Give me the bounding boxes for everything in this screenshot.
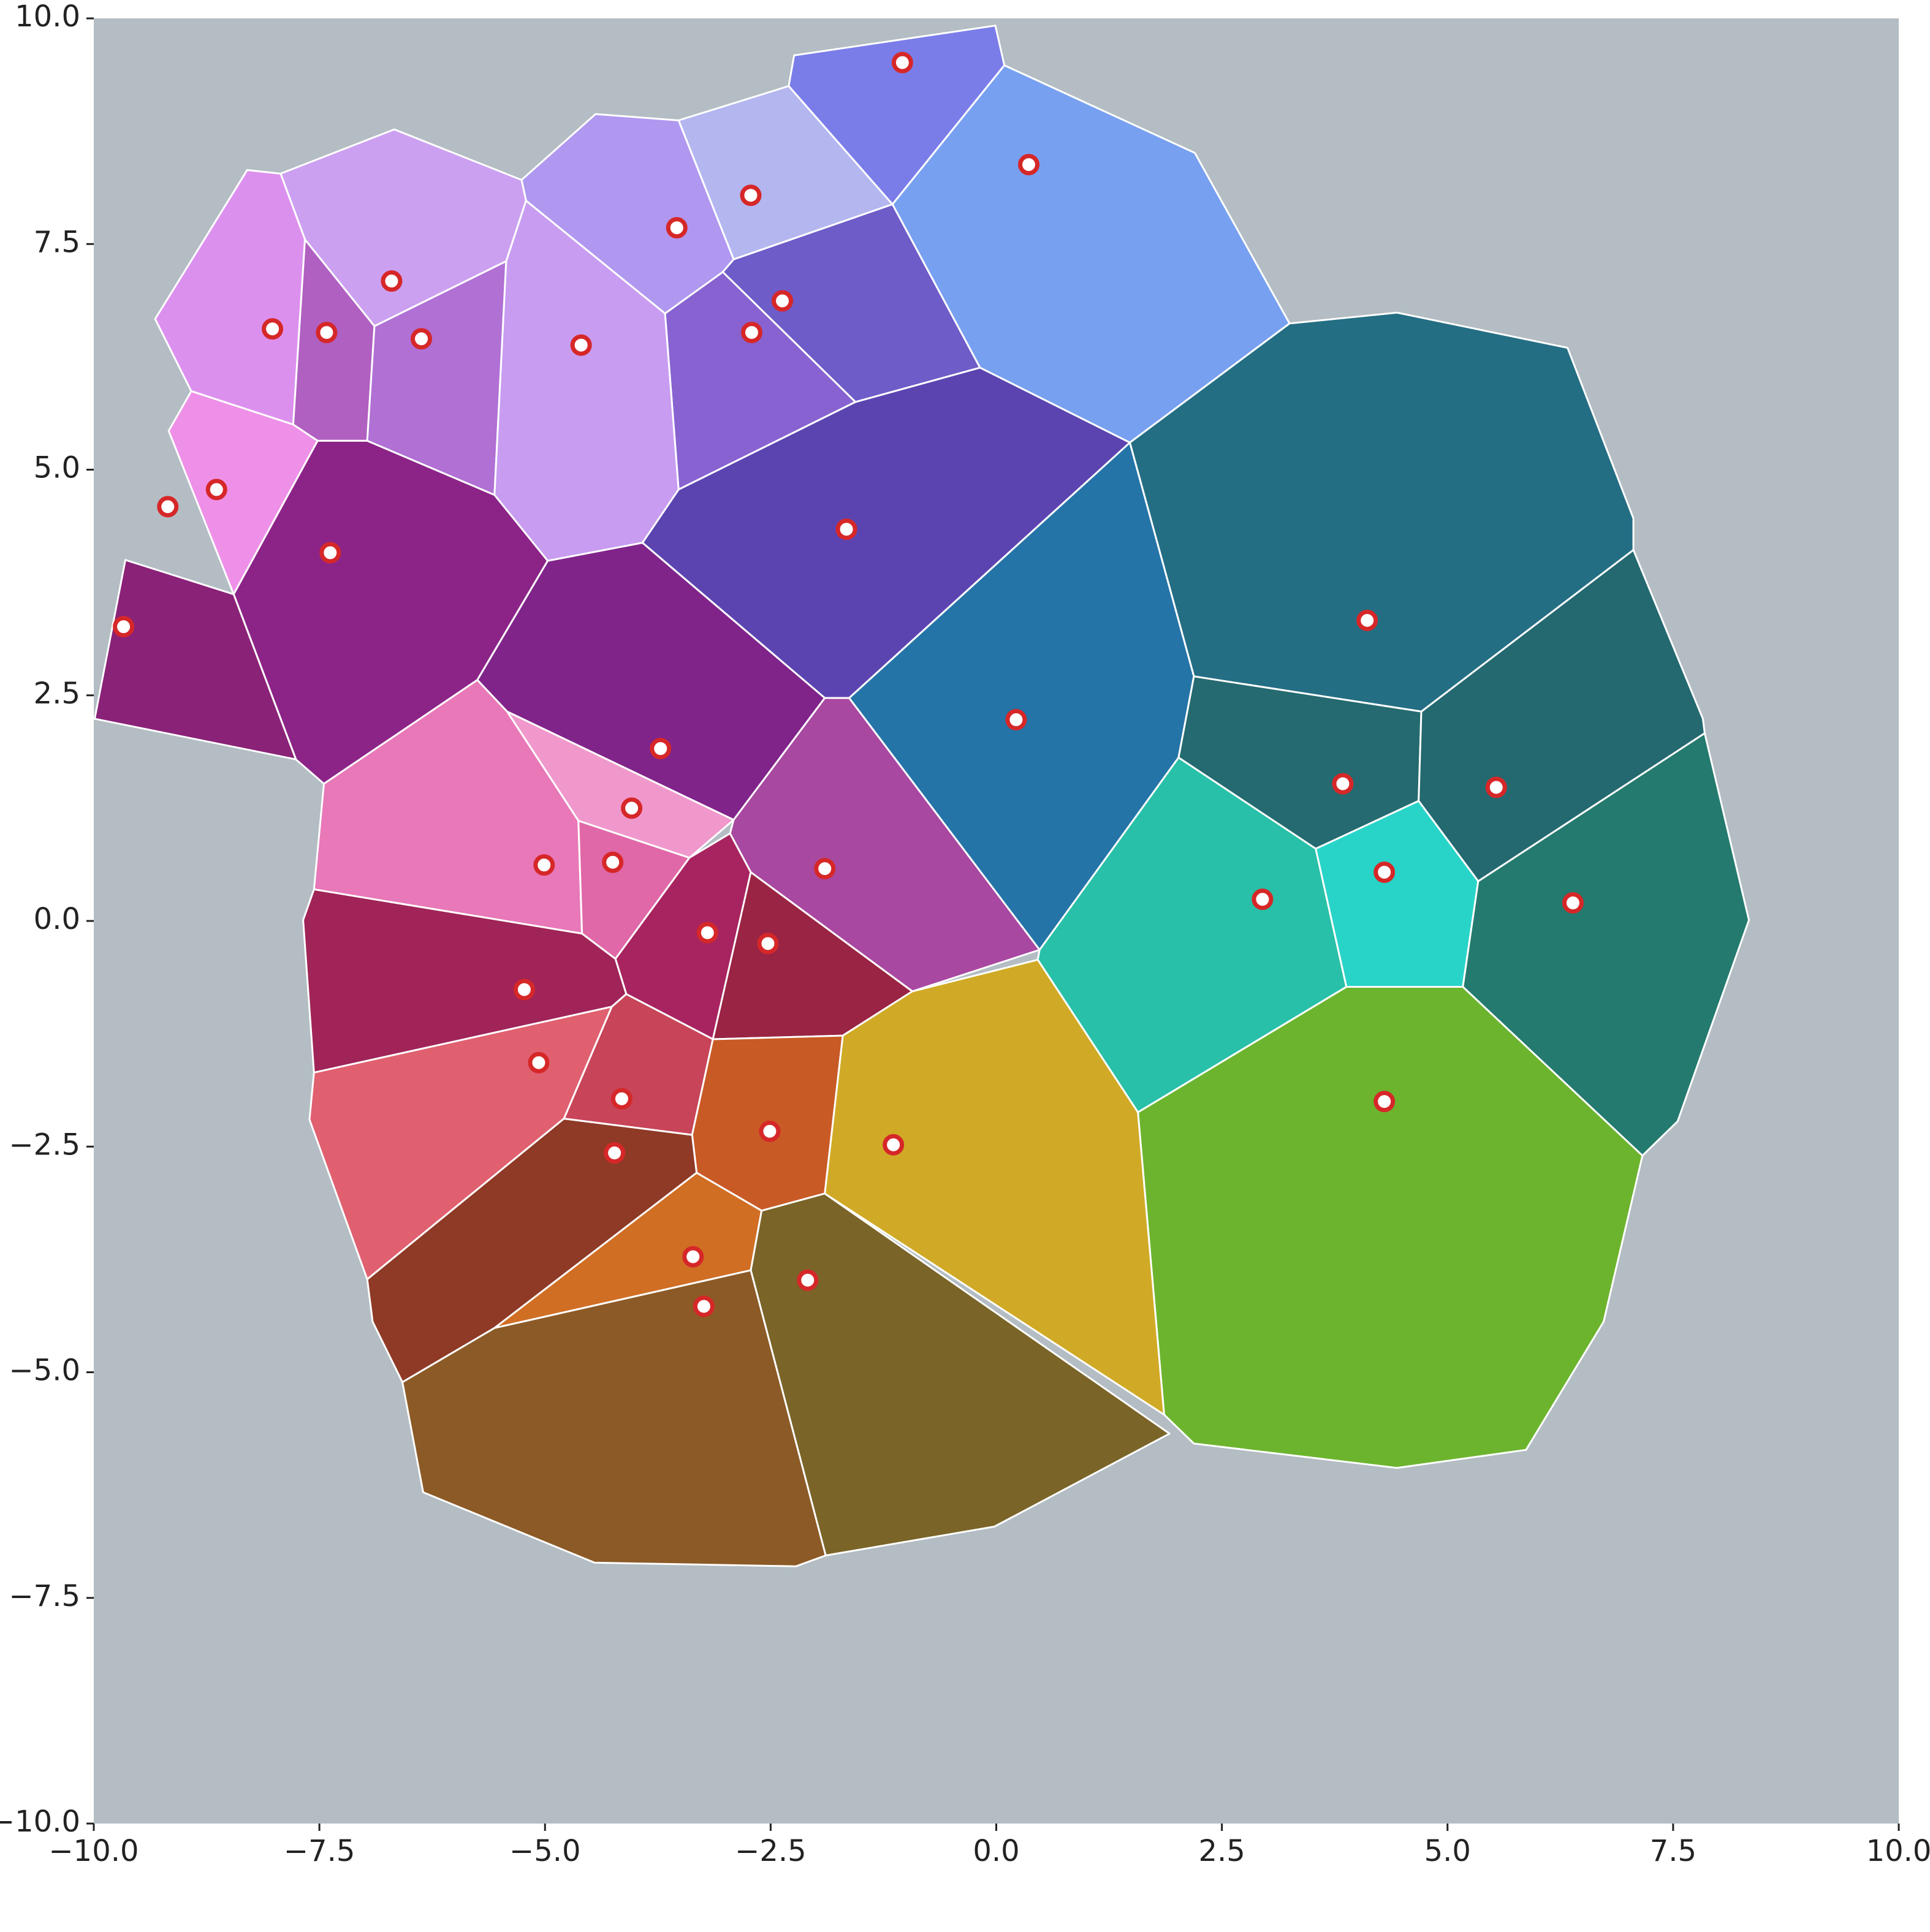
seed-point — [682, 1246, 704, 1268]
seed-point — [1373, 1091, 1396, 1113]
seed-point — [1252, 888, 1274, 911]
seed-point — [381, 270, 403, 292]
x-tick-label: −5.0 — [509, 1834, 581, 1868]
seed-point — [533, 854, 555, 876]
y-tick-label: 0.0 — [34, 902, 80, 936]
x-tick-label: 0.0 — [973, 1834, 1019, 1868]
seed-point — [513, 979, 535, 1001]
y-tick-label: −2.5 — [9, 1127, 80, 1162]
y-tick-label: −10.0 — [0, 1805, 80, 1839]
seed-point — [650, 738, 672, 760]
seed-point — [262, 318, 284, 340]
seed-point — [1005, 709, 1027, 731]
seed-point — [740, 322, 762, 344]
seed-point — [157, 496, 179, 518]
seed-point — [528, 1051, 550, 1074]
voronoi-cell — [401, 1269, 827, 1567]
voronoi-cell — [1137, 986, 1644, 1469]
y-tick-label: 2.5 — [34, 676, 80, 711]
seed-point — [696, 922, 718, 944]
seed-point — [797, 1269, 819, 1291]
x-tick-label: 2.5 — [1198, 1834, 1245, 1868]
seed-point — [883, 1134, 905, 1156]
seed-point — [693, 1295, 715, 1317]
voronoi-cell — [93, 559, 297, 760]
seed-point — [835, 518, 857, 540]
x-tick-label: −7.5 — [284, 1834, 355, 1868]
seed-point — [759, 1120, 781, 1142]
seed-point — [1356, 609, 1378, 631]
y-tick-label: −5.0 — [9, 1354, 80, 1388]
seed-point — [814, 858, 836, 880]
seed-point — [411, 328, 433, 350]
seed-point — [610, 1088, 633, 1110]
seed-point — [757, 933, 779, 955]
seed-point — [205, 479, 227, 501]
y-tick-label: −7.5 — [9, 1579, 80, 1613]
seed-point — [1485, 776, 1507, 798]
seed-point — [1332, 773, 1354, 795]
seed-point — [1562, 892, 1584, 914]
x-tick-label: 7.5 — [1650, 1834, 1696, 1868]
seed-point — [621, 797, 643, 819]
seed-point — [319, 542, 341, 564]
seed-point — [1018, 154, 1040, 176]
seed-point — [113, 616, 135, 638]
seed-point — [666, 217, 688, 239]
seed-point — [772, 290, 794, 312]
seed-point — [891, 51, 913, 74]
seed-point — [740, 184, 762, 206]
x-tick-label: 10.0 — [1866, 1834, 1930, 1868]
seed-point — [1373, 861, 1396, 883]
seed-point — [316, 322, 338, 344]
seed-point — [570, 334, 592, 356]
y-tick-label: 10.0 — [15, 0, 80, 34]
seed-point — [604, 1142, 626, 1164]
y-tick-label: 5.0 — [34, 451, 80, 485]
x-tick-label: 5.0 — [1424, 1834, 1471, 1868]
seed-point — [602, 851, 624, 873]
x-tick-label: −2.5 — [735, 1834, 807, 1868]
y-tick-label: 7.5 — [34, 225, 80, 259]
x-tick-label: −10.0 — [48, 1834, 139, 1868]
